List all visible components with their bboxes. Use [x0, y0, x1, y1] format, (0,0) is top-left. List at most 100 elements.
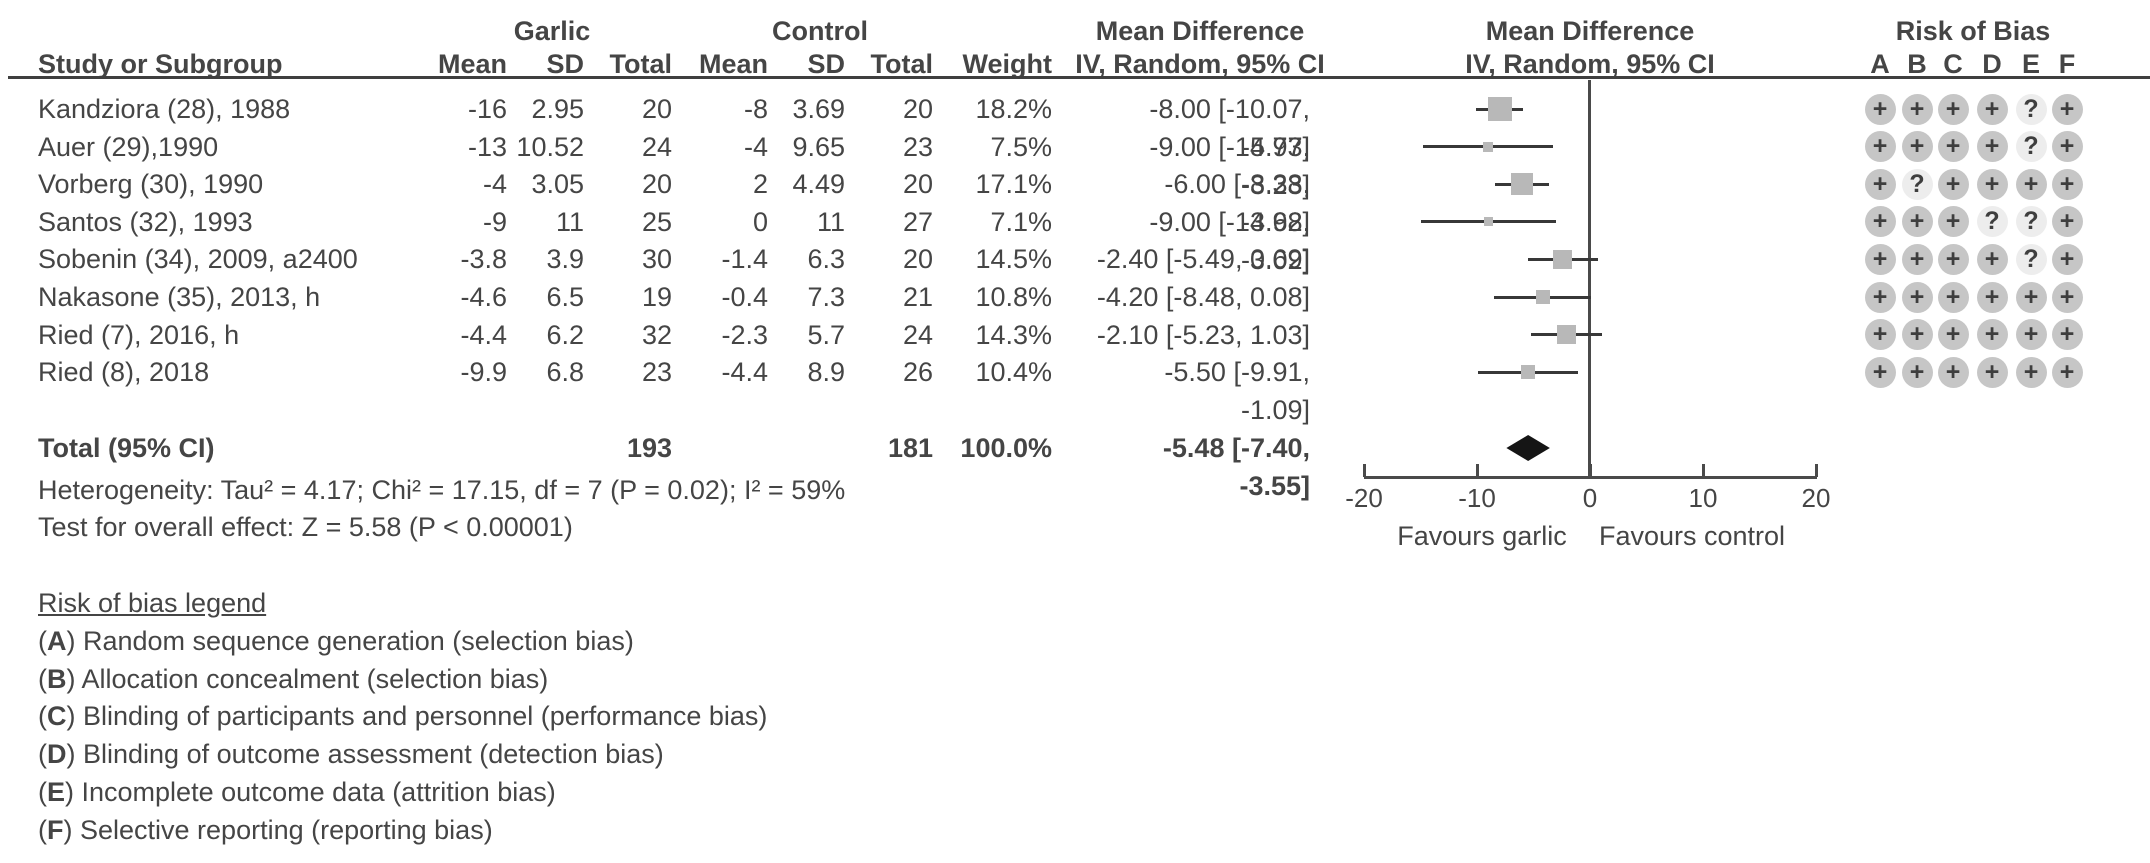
effect-square [1483, 217, 1493, 227]
cell-md-ci: -9.00 [-14.77, -3.23] [1149, 131, 1310, 200]
rob-plus-icon: + [1864, 168, 1896, 200]
rob-plus-icon: + [1937, 93, 1969, 125]
cell-garlic-total: 25 [641, 206, 672, 237]
header-rob-title: Risk of Bias [1895, 16, 2051, 46]
header-garlic-group: Garlic [513, 16, 591, 46]
cell-control-sd: 5.7 [807, 319, 845, 350]
effect-square [1535, 290, 1550, 304]
rob-plus-icon: + [2051, 131, 2083, 163]
rob-plus-icon: + [1864, 319, 1896, 351]
cell-weight: 7.1% [990, 206, 1052, 237]
axis-tick [1814, 464, 1818, 477]
rob-plus-icon: + [1864, 206, 1896, 238]
cell-control-mean: 0 [752, 206, 768, 237]
cell-md-ci: -2.40 [-5.49, 0.69] [1096, 244, 1310, 275]
rob-plus-icon: + [1864, 356, 1896, 388]
total-control-n: 181 [887, 433, 933, 463]
cell-garlic-total: 23 [641, 357, 672, 388]
total-weight: 100.0% [960, 433, 1052, 463]
rob-plus-icon: + [1864, 243, 1896, 275]
rob-plus-icon: + [1937, 356, 1969, 388]
rob-plus-icon: + [2051, 206, 2083, 238]
study-name: Auer (29),1990 [38, 131, 219, 162]
axis-tick-label: -20 [1345, 483, 1383, 513]
rob-plus-icon: + [1976, 281, 2008, 313]
rob-plus-icon: + [1901, 243, 1933, 275]
effect-square [1487, 97, 1512, 121]
cell-control-sd: 6.3 [807, 244, 845, 275]
cell-weight: 14.3% [975, 319, 1052, 350]
header-control-total: Total [870, 49, 934, 79]
total-label: Total (95% CI) [38, 433, 215, 463]
rob-plus-icon: + [2051, 281, 2083, 313]
rob-question-icon: ? [2015, 93, 2047, 125]
favours-left-label: Favours garlic [1397, 521, 1567, 551]
cell-garlic-mean: -9 [482, 206, 507, 237]
cell-garlic-mean: -3.8 [460, 244, 507, 275]
cell-control-mean: -0.4 [721, 282, 768, 312]
header-control-group: Control [772, 16, 868, 46]
cell-weight: 14.5% [975, 244, 1052, 275]
cell-control-mean: -4 [743, 131, 768, 162]
rob-plus-icon: + [1976, 168, 2008, 200]
rob-plus-icon: + [1937, 281, 1969, 313]
rob-legend-item: (D) Blinding of outcome assessment (dete… [38, 739, 664, 770]
cell-garlic-total: 30 [641, 244, 672, 275]
cell-garlic-sd: 6.2 [546, 319, 584, 350]
rob-plus-icon: + [1937, 131, 1969, 163]
rob-plus-icon: + [1901, 93, 1933, 125]
cell-control-sd: 9.65 [792, 131, 845, 162]
rob-legend-key: A [47, 626, 67, 656]
cell-control-mean: -8 [743, 94, 768, 124]
cell-control-total: 26 [902, 357, 933, 388]
axis-tick-label: -10 [1458, 483, 1496, 513]
cell-garlic-sd: 11 [555, 206, 584, 237]
cell-control-total: 21 [902, 282, 933, 312]
rob-legend-key: E [47, 776, 66, 807]
rob-plus-icon: + [1901, 131, 1933, 163]
header-study-col: Study or Subgroup [38, 49, 283, 79]
cell-control-sd: 3.69 [792, 94, 845, 124]
cell-garlic-sd: 3.9 [546, 244, 584, 275]
total-garlic-n: 193 [626, 433, 672, 463]
header-garlic-mean: Mean [437, 49, 507, 79]
rob-legend-key: B [47, 663, 67, 694]
study-name: Sobenin (34), 2009, a2400 [38, 244, 358, 275]
rob-plus-icon: + [1901, 281, 1933, 313]
rob-plus-icon: + [1901, 319, 1933, 351]
cell-garlic-total: 32 [641, 319, 672, 350]
cell-control-total: 23 [902, 131, 933, 162]
rob-plus-icon: + [1976, 243, 2008, 275]
rob-plus-icon: + [2051, 243, 2083, 275]
cell-md-ci: -2.10 [-5.23, 1.03] [1096, 319, 1310, 350]
cell-control-total: 27 [902, 206, 933, 237]
axis-tick [1588, 464, 1592, 477]
study-name: Santos (32), 1993 [38, 206, 253, 237]
favours-right-label: Favours control [1598, 521, 1786, 551]
rob-plus-icon: + [2051, 93, 2083, 125]
header-md-text-sub: IV, Random, 95% CI [1075, 49, 1325, 79]
rob-plus-icon: + [2051, 356, 2083, 388]
header-garlic-total: Total [609, 49, 673, 79]
cell-garlic-mean: -13 [467, 131, 507, 162]
rob-legend-key: D [47, 739, 67, 770]
axis-tick [1701, 464, 1705, 477]
rob-plus-icon: + [1976, 356, 2008, 388]
cell-control-sd: 7.3 [807, 282, 845, 312]
cell-control-mean: 2 [752, 169, 768, 200]
effect-square [1511, 173, 1534, 196]
cell-control-total: 20 [902, 244, 933, 275]
effect-square [1520, 365, 1535, 380]
rob-plus-icon: + [1864, 131, 1896, 163]
rob-col-letter: D [1982, 49, 2002, 79]
cell-md-ci: -6.00 [-8.38, -3.62] [1164, 169, 1310, 238]
effect-square [1553, 249, 1573, 269]
cell-control-mean: -1.4 [721, 244, 768, 275]
rob-col-letter: A [1870, 49, 1890, 79]
cell-garlic-total: 20 [641, 94, 672, 124]
rob-plus-icon: + [2015, 168, 2047, 200]
rob-legend-key: C [47, 701, 67, 732]
cell-control-total: 24 [902, 319, 933, 350]
study-name: Nakasone (35), 2013, h [38, 282, 321, 312]
total-md-ci: -5.48 [-7.40, -3.55] [1162, 433, 1310, 501]
